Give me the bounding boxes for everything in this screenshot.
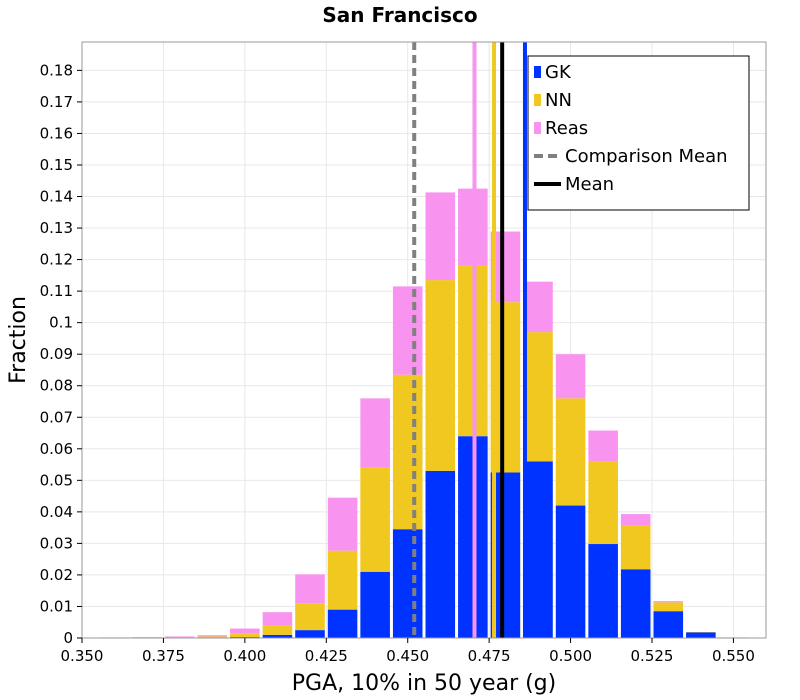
legend-swatch-reas — [534, 122, 541, 134]
x-axis-ticks: 0.350 0.375 0.400 0.425 0.450 0.475 0.500 0.525… — [61, 638, 755, 665]
bar-reas — [327, 497, 358, 551]
bar-gk — [620, 569, 651, 638]
bar-reas — [230, 628, 260, 634]
y-tick-label: 0.14 — [40, 188, 73, 206]
bar-nn — [620, 525, 651, 570]
y-tick-label: 0.05 — [40, 471, 73, 489]
bar-reas — [653, 601, 684, 603]
y-tick-label: 0.08 — [40, 377, 73, 395]
y-tick-label: 0.04 — [40, 503, 73, 521]
x-tick-label: 0.475 — [468, 647, 511, 665]
bar-nn — [425, 280, 456, 471]
grid-lines — [81, 42, 766, 638]
bar-gk — [262, 634, 293, 638]
bar-reas — [392, 286, 423, 375]
y-tick-label: 0.13 — [40, 219, 73, 237]
bar-nn — [653, 602, 684, 612]
y-tick-label: 0.17 — [40, 93, 73, 111]
bar-gk — [686, 632, 716, 638]
y-axis-ticks: 0 0.01 0.02 0.03 0.04 0.05 0.06 0.07 0.08 0.09 0.1… — [40, 61, 82, 647]
legend-label-mean: Mean — [565, 174, 614, 195]
legend-swatch-gk — [534, 66, 541, 78]
bar-nn — [360, 467, 390, 572]
x-tick-label: 0.425 — [305, 647, 348, 665]
y-tick-label: 0.11 — [40, 282, 73, 300]
y-tick-label: 0.07 — [40, 408, 73, 426]
x-tick-label: 0.450 — [386, 647, 429, 665]
bar-reas — [588, 430, 618, 462]
bar-reas — [197, 635, 228, 637]
reference-lines — [412, 42, 527, 638]
bar-gk — [555, 505, 586, 638]
y-tick-label: 0.03 — [40, 534, 73, 552]
bar-gk — [327, 609, 358, 638]
y-tick-label: 0.12 — [40, 251, 73, 269]
bar-reas — [555, 354, 586, 399]
x-tick-label: 0.525 — [631, 647, 674, 665]
bar-reas — [620, 514, 651, 526]
bar-gk — [588, 544, 618, 638]
y-tick-label: 0 — [63, 629, 73, 647]
bar-gk — [295, 630, 325, 638]
bar-nn — [588, 461, 618, 545]
y-tick-label: 0.15 — [40, 156, 73, 174]
legend-label-comparison-mean: Comparison Mean — [565, 146, 728, 167]
y-tick-label: 0.09 — [40, 345, 73, 363]
y-tick-label: 0.1 — [49, 314, 73, 332]
bar-gk — [523, 461, 553, 638]
y-tick-label: 0.06 — [40, 440, 73, 458]
y-tick-label: 0.02 — [40, 566, 73, 584]
bar-nn — [392, 374, 423, 530]
x-tick-label: 0.500 — [549, 647, 592, 665]
bar-nn — [197, 636, 228, 638]
y-axis-title: Fraction — [6, 296, 31, 384]
bar-gk — [653, 611, 684, 638]
bar-reas — [425, 192, 456, 281]
bar-reas — [295, 574, 325, 604]
bar-nn — [295, 603, 325, 631]
y-tick-label: 0.01 — [40, 597, 73, 615]
bar-nn — [230, 633, 260, 638]
x-tick-label: 0.550 — [712, 647, 755, 665]
bar-gk — [425, 470, 456, 638]
bar-nn — [327, 550, 358, 610]
x-tick-label: 0.375 — [142, 647, 185, 665]
x-tick-label: 0.400 — [223, 647, 266, 665]
bar-gk — [392, 529, 423, 638]
bar-reas — [360, 398, 390, 468]
bar-reas — [164, 636, 195, 638]
bar-reas — [523, 281, 553, 333]
legend-box — [527, 55, 750, 211]
bar-nn — [555, 398, 586, 506]
x-axis-title: PGA, 10% in 50 year (g) — [292, 671, 556, 696]
chart-title: San Francisco — [322, 3, 477, 27]
legend-label-gk: GK — [545, 62, 572, 83]
legend: GK NN Reas Comparison Mean Mean — [527, 55, 750, 211]
bar-gk — [360, 571, 390, 638]
x-tick-label: 0.350 — [61, 647, 104, 665]
bar-reas — [262, 612, 293, 626]
y-tick-label: 0.16 — [40, 124, 73, 142]
y-tick-label: 0.18 — [40, 61, 73, 79]
bar-nn — [523, 332, 553, 462]
plot-frame — [81, 41, 767, 639]
legend-label-reas: Reas — [545, 118, 588, 139]
bar-nn — [262, 625, 293, 635]
legend-swatch-nn — [534, 94, 541, 106]
legend-label-nn: NN — [545, 90, 572, 111]
